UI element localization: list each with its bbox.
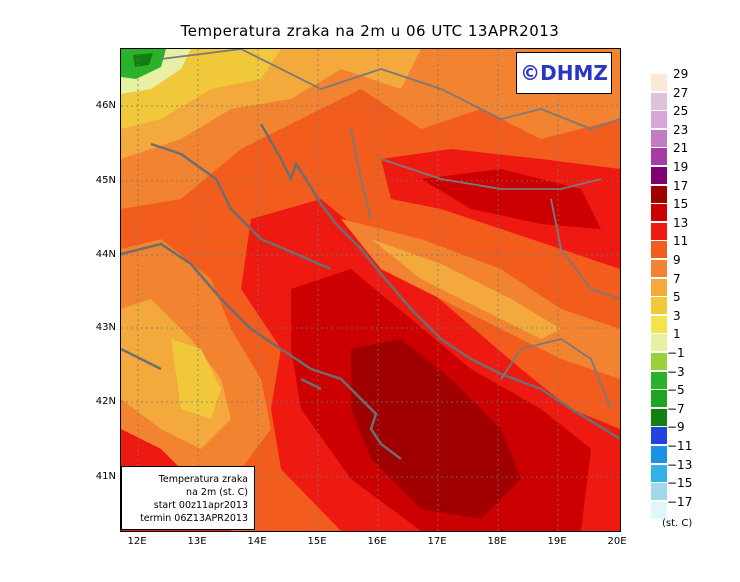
legend-swatch (651, 446, 667, 463)
legend-label: −9 (667, 420, 685, 435)
legend-label: −1 (667, 346, 685, 360)
lat-label: 45N (95, 175, 116, 186)
lon-label: 12E (127, 536, 147, 547)
lon-label: 14E (247, 536, 267, 547)
legend-label: −3 (667, 364, 685, 379)
legend-swatch (651, 464, 667, 482)
legend-label: 9 (673, 253, 681, 267)
legend-swatch (651, 315, 667, 333)
lat-label: 43N (95, 322, 116, 333)
lat-label: 44N (95, 249, 116, 260)
legend-unit: (st. C) (662, 518, 693, 529)
legend-label: 17 (673, 178, 689, 193)
legend-label: 19 (673, 160, 689, 174)
info-line-1: Temperatura zraka (158, 474, 248, 485)
legend-label: −5 (667, 383, 685, 398)
lon-label: 18E (487, 536, 507, 547)
grid (121, 49, 620, 531)
legend-swatch (651, 501, 667, 519)
legend-swatch (651, 390, 667, 408)
info-box: Temperatura zraka na 2m (st. C) start 00… (121, 466, 255, 530)
legend-swatch (651, 241, 667, 259)
legend-label: 23 (673, 122, 689, 137)
legend-swatch (651, 278, 667, 296)
legend-swatch (651, 111, 667, 129)
legend-swatch (651, 297, 667, 315)
legend-label: 29 (673, 67, 689, 81)
legend-swatch (651, 260, 667, 277)
coastline (121, 123, 620, 460)
legend-label: 15 (673, 197, 689, 212)
legend-swatch (651, 408, 667, 426)
lon-label: 19E (547, 536, 567, 547)
legend-swatch (651, 74, 667, 91)
lat-label: 42N (95, 396, 116, 407)
legend-label: −11 (667, 439, 693, 453)
lon-label: 20E (607, 536, 627, 547)
borders (160, 49, 620, 410)
legend-label: 5 (673, 290, 681, 305)
legend-swatch (651, 92, 667, 110)
legend-swatch (651, 483, 667, 501)
lon-label: 13E (187, 536, 207, 547)
temperature-field (121, 49, 620, 531)
legend-label: 1 (673, 327, 681, 342)
legend-label: 11 (673, 234, 689, 249)
legend-label: −7 (667, 401, 685, 416)
legend-label: 7 (673, 271, 681, 286)
legend-swatch (651, 371, 667, 389)
legend-label: 3 (673, 308, 681, 323)
legend-swatch (651, 427, 667, 445)
info-line-4: termin 06Z13APR2013 (140, 513, 248, 524)
legend-label: 21 (673, 141, 689, 156)
legend-swatch (651, 334, 667, 352)
map-title: Temperatura zraka na 2m u 06 UTC 13APR20… (180, 22, 560, 40)
legend-label: 25 (673, 104, 689, 119)
legend-swatch (651, 129, 667, 147)
legend-swatch (651, 353, 667, 370)
lon-label: 16E (367, 536, 387, 547)
legend-label: 27 (673, 85, 689, 100)
lon-label: 17E (427, 536, 447, 547)
legend-swatch (651, 185, 667, 203)
legend-swatch (651, 167, 667, 184)
lat-label: 41N (95, 471, 116, 482)
legend-swatch (651, 148, 667, 166)
dhmz-logo: ©DHMZ (516, 52, 612, 94)
legend-label: −15 (667, 476, 693, 491)
legend-label: 13 (673, 215, 689, 230)
legend-swatch (651, 204, 667, 222)
lon-label: 15E (307, 536, 327, 547)
legend-label: −13 (667, 457, 693, 472)
temperature-map (120, 48, 621, 532)
info-line-2: na 2m (st. C) (186, 487, 248, 498)
info-line-3: start 00z11apr2013 (153, 500, 248, 511)
legend-label: −17 (667, 494, 693, 509)
legend-swatch (651, 222, 667, 240)
lat-label: 46N (95, 100, 116, 111)
